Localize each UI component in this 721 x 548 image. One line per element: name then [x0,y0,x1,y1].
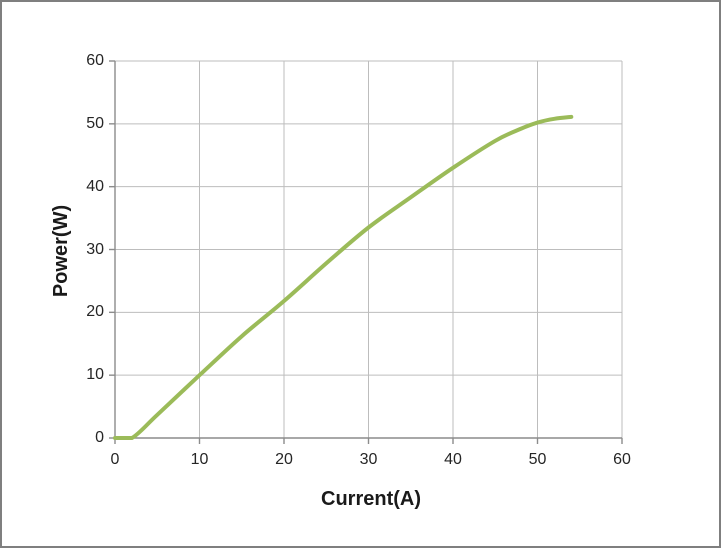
y-tick-label: 50 [86,114,104,132]
y-tick-label: 0 [95,429,104,446]
x-tick-label: 10 [190,451,209,468]
x-tick-label: 20 [275,451,293,468]
x-tick-label: 40 [444,451,462,468]
x-tick-label: 60 [613,451,631,468]
y-tick-label: 30 [86,240,104,258]
x-tick-label: 0 [110,451,120,468]
x-axis-title: Current(A) [321,488,421,510]
y-tick-label: 60 [86,52,104,69]
series-line [113,114,574,440]
y-tick-label: 20 [86,303,104,321]
x-tick-label: 50 [528,451,547,468]
y-axis-title: Power(W) [50,204,72,298]
y-tick-label: 10 [86,366,104,384]
y-tick-label: 40 [86,177,104,195]
x-tick-label: 30 [359,451,378,468]
